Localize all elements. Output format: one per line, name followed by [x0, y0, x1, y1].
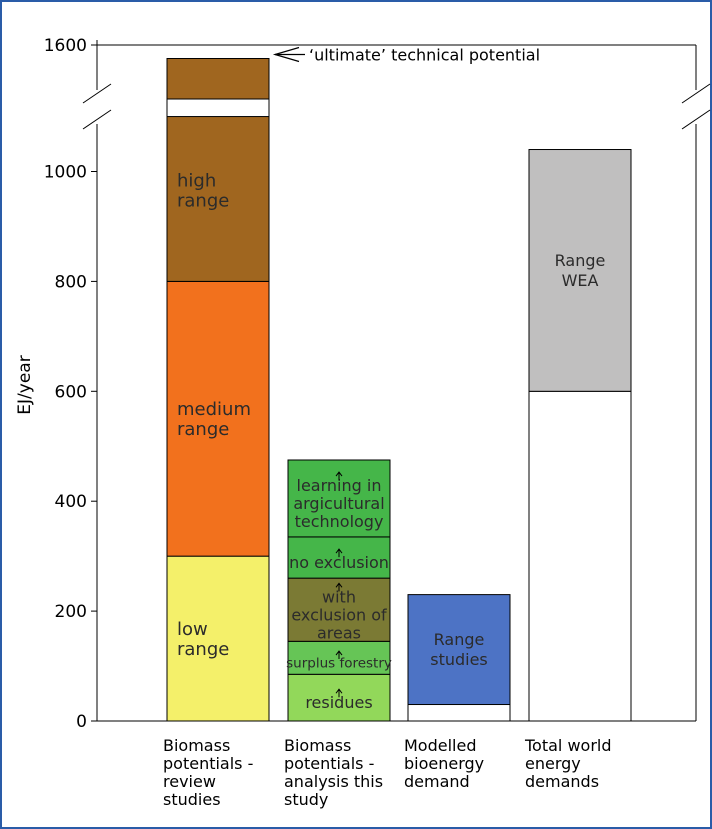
bar-3-segment-2-label: Range [434, 630, 485, 649]
bar-2-segment-3-label: areas [317, 623, 361, 642]
category-label-3: bioenergy [404, 754, 484, 773]
category-label-4: energy [525, 754, 581, 773]
category-label-3: demand [404, 772, 470, 791]
bar-1-segment-3-label: range [177, 191, 229, 212]
category-label-4: demands [525, 772, 599, 791]
y-tick-label-0: 0 [76, 712, 87, 732]
category-label-2: study [284, 790, 328, 809]
bar-1-segment-1-label: low [177, 619, 208, 640]
bar-2-segment-5-label: technology [295, 512, 384, 531]
category-label-2: analysis this [284, 772, 383, 791]
category-label-4: Total world [524, 736, 612, 755]
bar-1-segment-3-label: high [177, 171, 216, 192]
bar-1-segment-1-label: range [177, 639, 229, 660]
bar-1-segment-2-label: range [177, 419, 229, 440]
y-tick-label-200: 200 [55, 602, 87, 622]
category-label-1: review [163, 772, 216, 791]
bar-3-segment-2-label: studies [430, 650, 488, 669]
category-label-1: studies [163, 790, 221, 809]
bar-4-segment-1 [529, 391, 631, 721]
bar-1-break-gap [167, 99, 269, 117]
annotation-text: ‘ultimate’ technical potential [309, 46, 540, 65]
y-tick-label-1600: 1600 [44, 36, 87, 56]
y-tick-label-600: 600 [55, 382, 87, 402]
y-tick-label-1000: 1000 [44, 163, 87, 183]
bar-2-segment-5-label: argicultural [293, 494, 384, 513]
category-label-2: potentials - [284, 754, 374, 773]
bar-3-segment-1 [408, 705, 510, 721]
bar-1-segment-2-label: medium [177, 399, 251, 420]
bar-4-segment-2-label: WEA [562, 271, 599, 290]
category-label-3: Modelled [404, 736, 476, 755]
y-axis-label: EJ/year [15, 355, 35, 414]
category-label-2: Biomass [284, 736, 351, 755]
bar-4-segment-2-label: Range [555, 251, 606, 270]
category-label-1: potentials - [163, 754, 253, 773]
y-tick-label-400: 400 [55, 492, 87, 512]
category-label-1: Biomass [163, 736, 230, 755]
bar-1-top-cap [167, 59, 269, 100]
bar-2-segment-3-label: exclusion of [291, 605, 387, 624]
y-tick-label-800: 800 [55, 272, 87, 292]
